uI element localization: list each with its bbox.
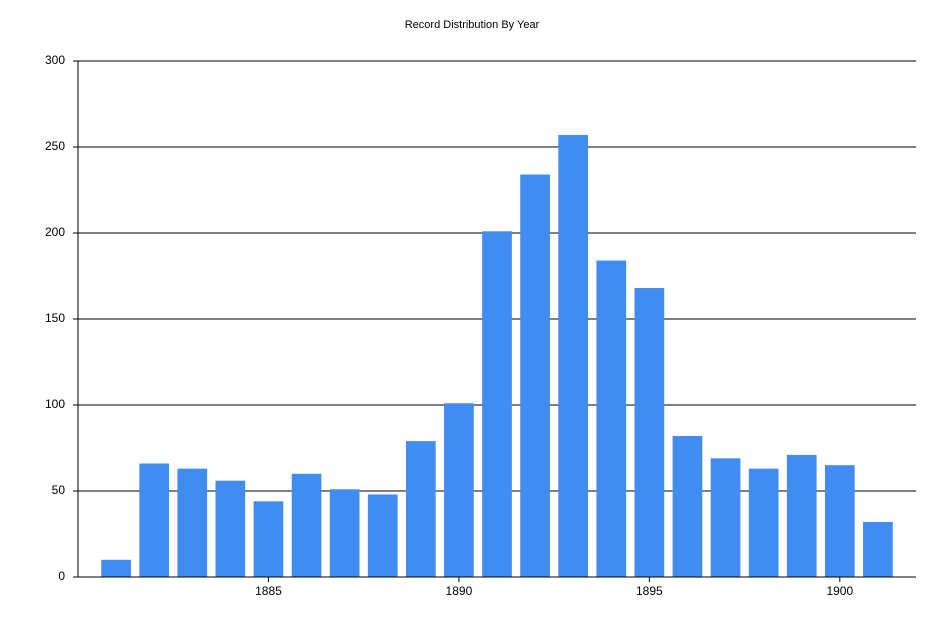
chart-title: Record Distribution By Year <box>405 19 540 31</box>
bar <box>482 231 512 577</box>
bar <box>786 454 817 577</box>
bar <box>253 501 284 577</box>
bar <box>520 174 550 577</box>
bar <box>710 458 741 577</box>
y-tick-label: 200 <box>45 225 65 239</box>
bar <box>405 441 436 577</box>
bar <box>367 494 398 577</box>
bar <box>634 288 665 577</box>
y-tick-label: 50 <box>52 483 66 497</box>
x-tick-label: 1900 <box>826 584 853 598</box>
y-tick-label: 300 <box>45 53 65 67</box>
bar <box>291 473 322 577</box>
bar <box>824 465 855 577</box>
bar <box>863 521 893 577</box>
bar <box>558 134 589 577</box>
y-tick-label: 100 <box>45 397 65 411</box>
bar <box>177 468 208 577</box>
bar <box>101 559 131 577</box>
bar <box>444 403 474 577</box>
x-tick-label: 1895 <box>636 584 663 598</box>
bar <box>748 468 779 577</box>
y-tick-label: 0 <box>58 569 65 583</box>
bar <box>329 489 360 577</box>
bar <box>596 260 627 577</box>
x-tick-label: 1890 <box>446 584 473 598</box>
y-tick-label: 150 <box>45 311 65 325</box>
x-tick-label: 1885 <box>255 584 282 598</box>
y-tick-label: 250 <box>45 139 65 153</box>
bar <box>139 463 170 577</box>
bar <box>672 435 703 577</box>
bar <box>215 480 246 577</box>
